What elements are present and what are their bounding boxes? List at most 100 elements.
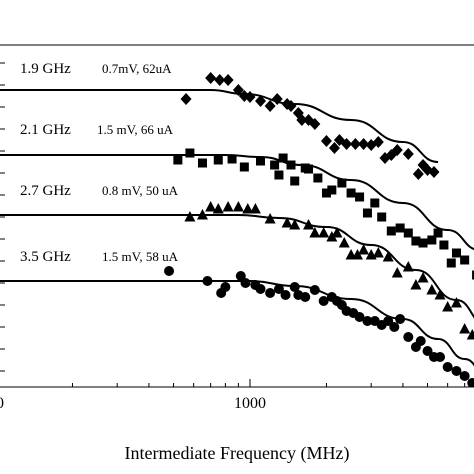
diamond-point	[232, 84, 244, 96]
fit-curve-circle	[0, 280, 474, 367]
circle-point	[442, 362, 453, 372]
circle-point	[318, 296, 329, 306]
square-point	[446, 258, 456, 268]
square-point	[173, 155, 183, 165]
square-point	[395, 223, 405, 233]
square-point	[313, 173, 323, 183]
square-point	[185, 148, 195, 158]
circle-point	[389, 322, 400, 332]
diamond-point	[180, 93, 192, 105]
circle-point	[354, 312, 365, 322]
square-point	[439, 240, 449, 250]
square-point	[290, 176, 300, 186]
triangle-point	[242, 203, 254, 214]
square-point	[377, 212, 387, 222]
circle-point	[220, 282, 231, 292]
triangle-point	[289, 219, 301, 230]
triangle-point	[326, 231, 338, 242]
diamond-point	[391, 144, 403, 156]
circle-point	[415, 336, 426, 346]
diamond-point	[412, 168, 424, 180]
square-point	[274, 170, 284, 180]
circle-point	[255, 284, 266, 294]
circle-point	[422, 346, 433, 356]
square-point	[346, 188, 356, 198]
triangle-point	[318, 227, 330, 238]
triangle-point	[391, 267, 403, 278]
fit-curve-square	[0, 154, 474, 251]
diamond-point	[320, 135, 332, 147]
diamond-point	[402, 148, 414, 160]
square-point	[321, 188, 331, 198]
series-name-label: 2.1 GHz	[20, 122, 71, 138]
circle-point	[235, 271, 246, 281]
diamond-point	[349, 138, 361, 150]
circle-point	[240, 278, 251, 288]
circle-point	[164, 266, 175, 276]
triangle-point	[232, 201, 244, 212]
triangle-point	[410, 279, 422, 290]
square-point	[386, 226, 396, 236]
triangle-point	[338, 237, 350, 248]
x-axis-ticks: 00 1000	[0, 379, 466, 412]
triangle-point	[264, 213, 276, 224]
diamond-point	[264, 100, 276, 112]
circle-point	[383, 316, 394, 326]
triangle-point	[303, 219, 315, 230]
diamond-point	[255, 95, 267, 107]
square-point	[337, 178, 347, 188]
square-point	[403, 228, 413, 238]
series-labels: 1.9 GHz 0.7mV, 62uA 2.1 GHz 1.5 mV, 66 uA 2.…	[20, 61, 179, 265]
circle-point	[300, 292, 311, 302]
circle-point	[265, 288, 276, 298]
triangle-point	[459, 323, 471, 334]
diamond-point	[296, 114, 308, 126]
triangle-point	[352, 249, 364, 260]
triangle-point	[434, 289, 446, 300]
diamond-point	[372, 136, 384, 148]
fit-curve-triangle	[0, 214, 474, 319]
diamond-point	[222, 74, 234, 86]
triangle-point	[184, 211, 196, 222]
triangle-point	[426, 284, 438, 295]
plot-frame	[0, 44, 474, 388]
square-point	[460, 255, 470, 265]
diamond-point	[285, 100, 297, 112]
x-tick-label: 1000	[234, 395, 266, 412]
x-axis-title: Intermediate Frequency (MHz)	[125, 443, 350, 464]
diamond-point	[271, 93, 283, 105]
circle-point	[403, 332, 414, 342]
triangle-point	[212, 203, 224, 214]
square-point	[418, 238, 428, 248]
series-params-label: 0.8 mV, 50 uA	[102, 183, 179, 198]
triangle-point	[450, 297, 462, 308]
diamond-point	[309, 118, 321, 130]
series-params-label: 1.5 mV, 58 uA	[102, 249, 179, 264]
triangle-point	[358, 244, 370, 255]
diamond-point	[214, 74, 226, 86]
square-point	[197, 158, 207, 168]
triangle-point	[249, 203, 261, 214]
square-point	[239, 162, 249, 172]
square-point	[472, 270, 474, 280]
triangle-point	[222, 201, 234, 212]
square-point	[227, 154, 237, 164]
diamond-point	[341, 138, 353, 150]
data-points	[164, 72, 474, 387]
circle-point	[202, 276, 213, 286]
series-params-label: 1.5 mV, 66 uA	[97, 122, 174, 137]
diamond-point	[244, 91, 256, 103]
triangle-point	[402, 261, 414, 272]
triangle-point	[281, 217, 293, 228]
circle-point	[451, 366, 462, 376]
circle-point	[362, 316, 373, 326]
square-point	[327, 185, 337, 195]
square-point	[411, 236, 421, 246]
series-name-label: 1.9 GHz	[20, 61, 71, 77]
series-params-label: 0.7mV, 62uA	[102, 61, 172, 76]
fit-curves	[0, 89, 474, 367]
square-point	[355, 192, 365, 202]
triangle-point	[382, 251, 394, 262]
circle-point	[395, 314, 406, 324]
